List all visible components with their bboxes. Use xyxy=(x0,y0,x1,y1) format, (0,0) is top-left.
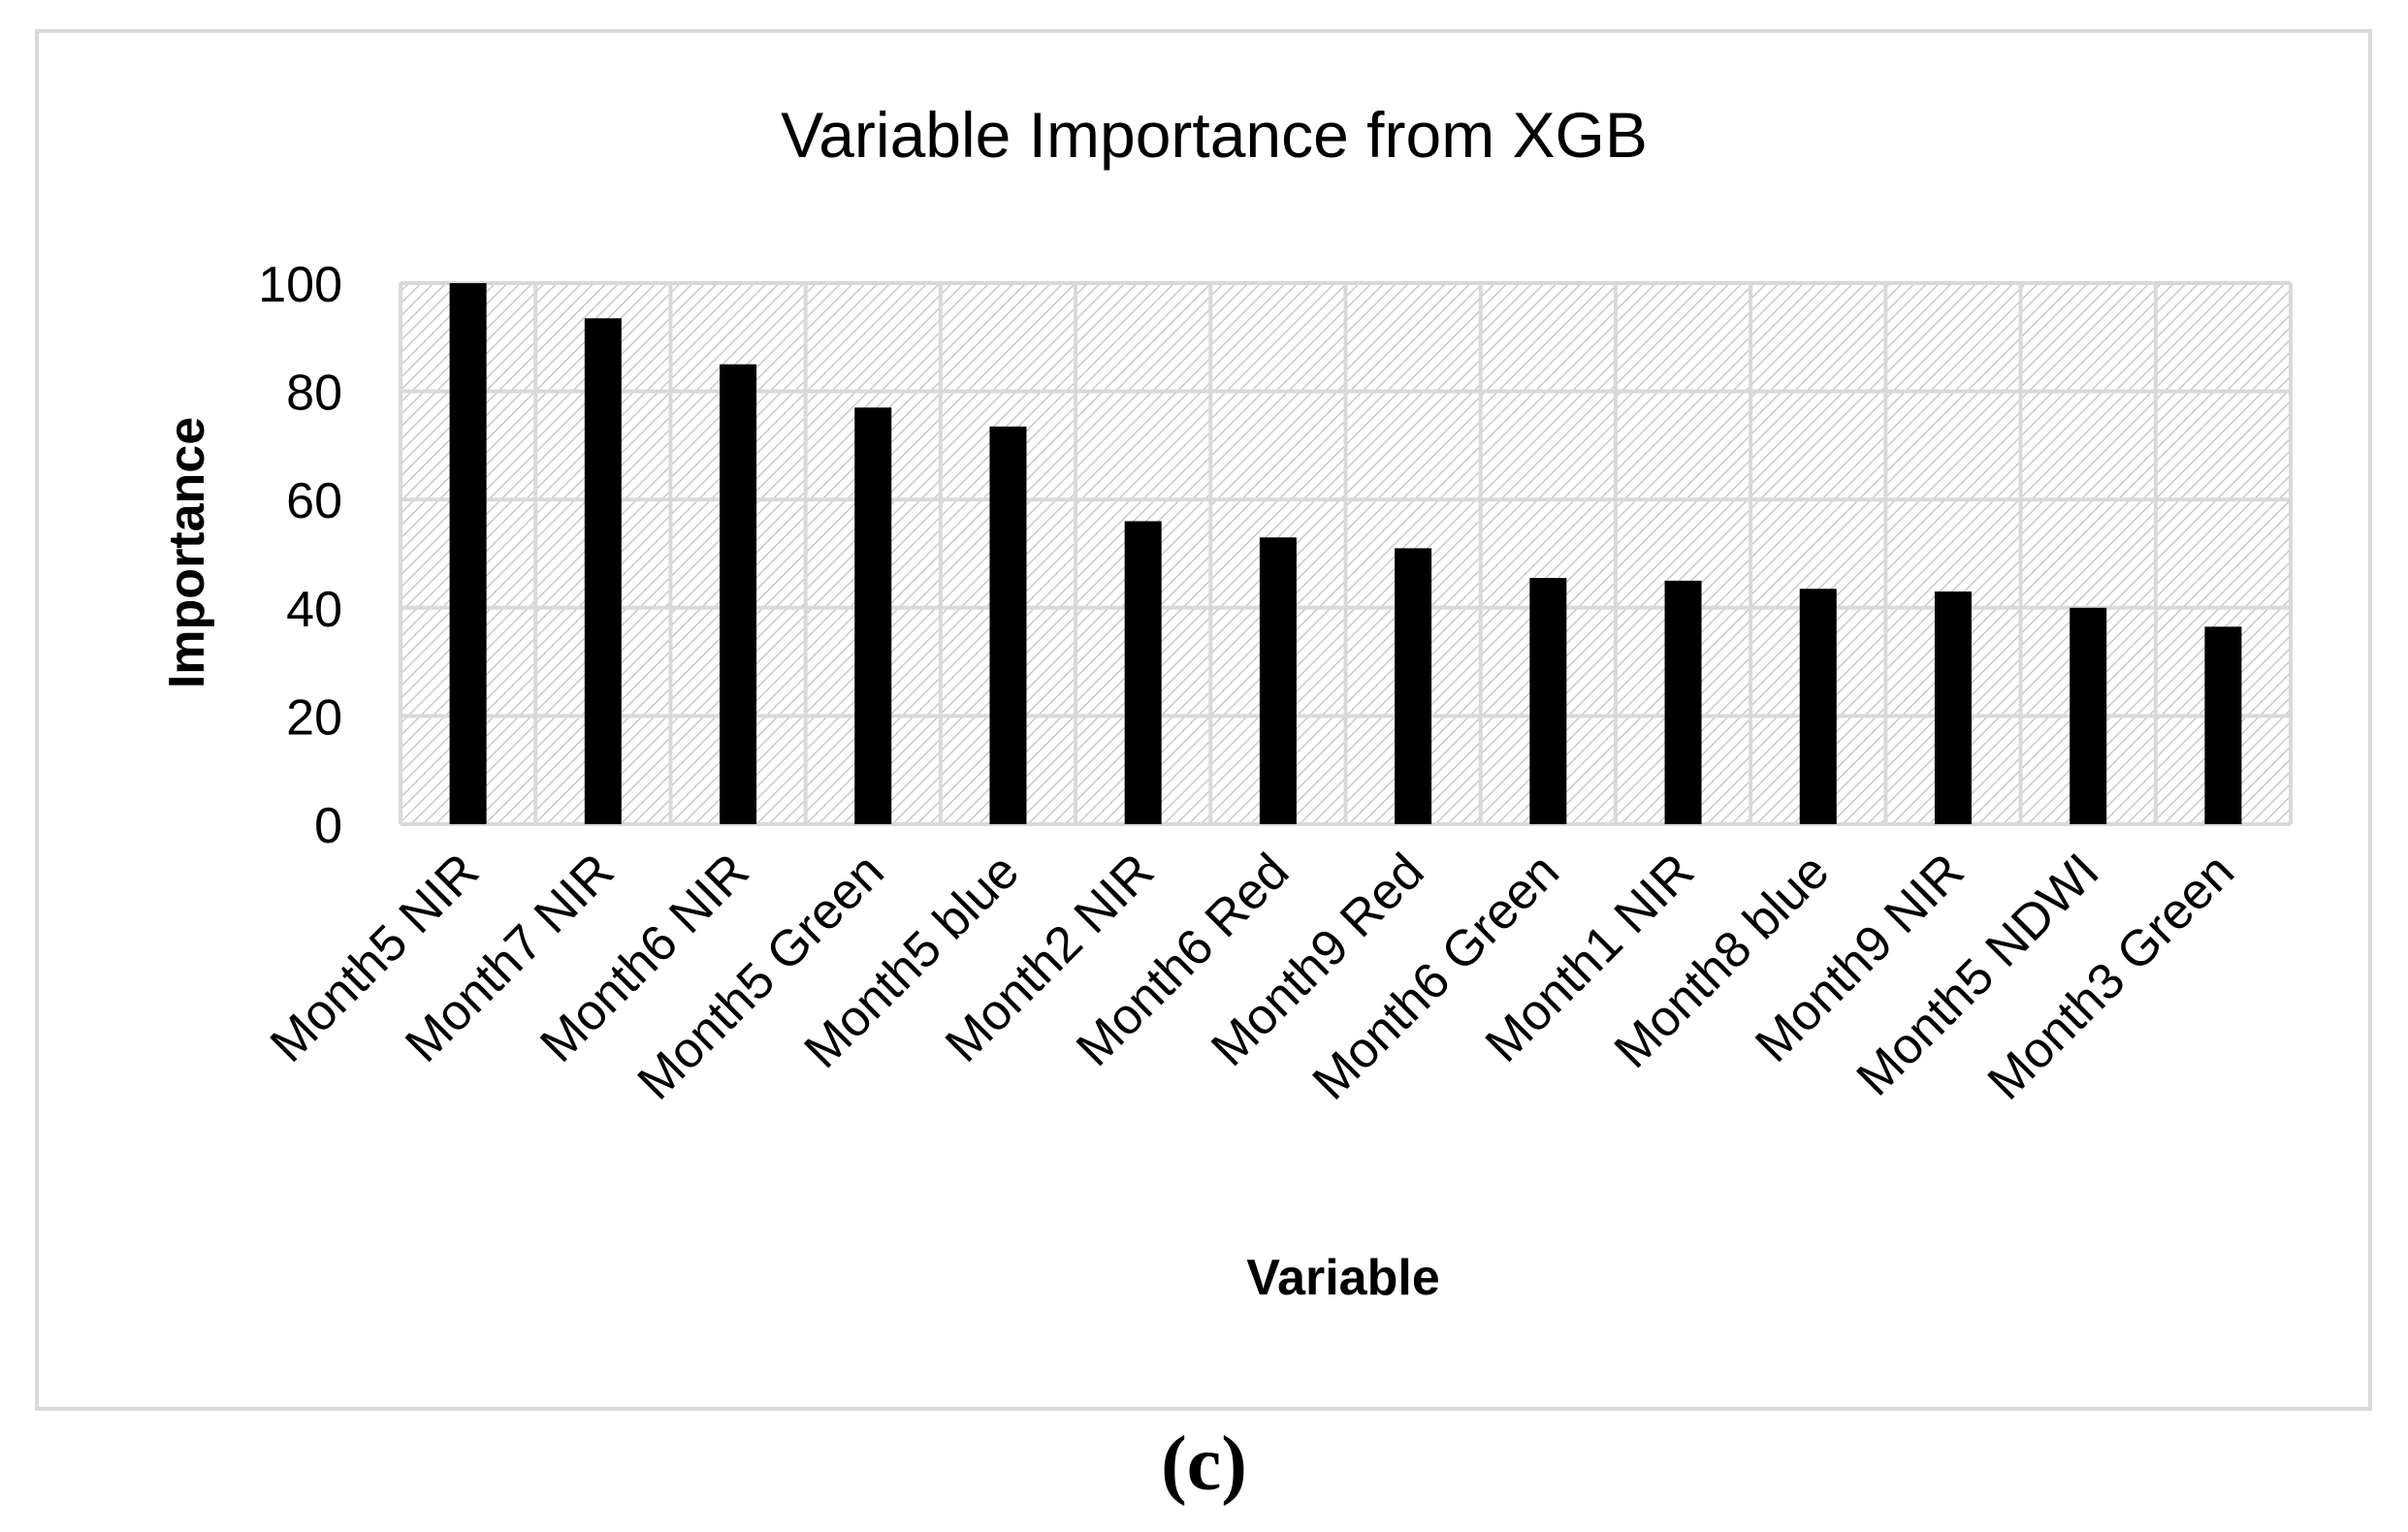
y-tick-label: 20 xyxy=(286,689,342,746)
bar-month8-blue xyxy=(1799,589,1837,824)
bar-month5-nir xyxy=(449,283,487,824)
gridlines xyxy=(399,281,2293,826)
y-tick-label: 40 xyxy=(286,582,342,638)
y-tick-label: 0 xyxy=(314,798,342,854)
panel-label: (c) xyxy=(1161,1421,1247,1507)
y-tick-label: 60 xyxy=(286,473,342,529)
bar-month6-nir xyxy=(720,364,757,824)
y-tick-label: 80 xyxy=(286,366,342,422)
y-tick-label: 100 xyxy=(258,257,342,313)
bar-month6-red xyxy=(1259,537,1297,824)
x-axis-label: Variable xyxy=(1246,1250,1439,1306)
bar-month5-ndwi xyxy=(2070,607,2107,824)
x-tick-label: Month6 Green xyxy=(1302,843,1570,1110)
x-tick-label: Month3 Green xyxy=(1977,843,2245,1110)
bar-month1-nir xyxy=(1664,580,1702,824)
bar-month7-nir xyxy=(584,318,622,824)
bars xyxy=(449,283,2242,824)
bar-month9-red xyxy=(1395,548,1432,824)
bar-month3-green xyxy=(2204,626,2242,824)
chart-title: Variable Importance from XGB xyxy=(781,99,1648,171)
bar-month2-nir xyxy=(1124,521,1162,824)
x-tick-label: Month5 Green xyxy=(627,843,895,1110)
y-axis-label: Importance xyxy=(159,417,215,688)
bar-month9-nir xyxy=(1934,591,1972,824)
bar-month5-blue xyxy=(989,426,1027,824)
x-tick-label: Month5 NDWI xyxy=(1846,843,2110,1106)
y-tick-labels: 0 20 40 60 80 100 xyxy=(258,257,342,854)
bar-month5-green xyxy=(854,407,892,824)
bar-month6-green xyxy=(1529,578,1567,824)
